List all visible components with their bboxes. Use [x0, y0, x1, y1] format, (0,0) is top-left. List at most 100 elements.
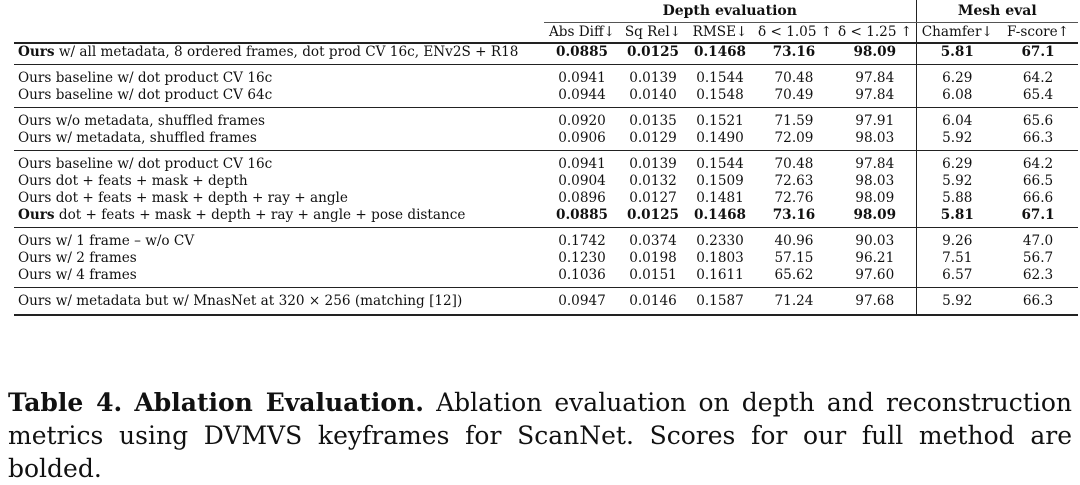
metric-cell: 72.76: [774, 190, 814, 206]
metric-cell: 0.0127: [629, 190, 677, 206]
metric-cell: 5.81: [915, 207, 999, 228]
method-prefix: Ours: [18, 44, 55, 60]
metric-cell: 96.21: [855, 250, 895, 266]
table-row: Ours w/o metadata, shuffled frames 0.0920…: [14, 107, 1079, 130]
metric-cell: 98.03: [855, 173, 895, 189]
metric-cell: 72.09: [774, 130, 814, 146]
metric-cell: 0.2330: [686, 227, 754, 250]
mesh-eval-header: Mesh eval: [915, 0, 1079, 23]
method-cell: Ours w/ 2 frames: [14, 250, 544, 267]
metric-cell: 0.0151: [629, 267, 677, 283]
metric-cell: 71.59: [754, 107, 834, 130]
metric-cell: 66.3: [1022, 130, 1054, 146]
table-row: Ours baseline w/ dot product CV 64c 0.094…: [14, 87, 1078, 108]
caption-label: Table 4.: [8, 388, 123, 417]
metric-cell: 6.04: [915, 107, 999, 130]
metric-cell: 62.3: [1022, 267, 1054, 283]
metric-cell: 6.57: [915, 267, 999, 288]
method-label: Ours baseline w/ dot product CV 64c: [18, 87, 273, 103]
metric-cell: 0.0146: [620, 287, 686, 316]
table-row: Ours dot + feats + mask + depth + ray + …: [14, 207, 1078, 228]
metric-cell: 9.26: [915, 227, 999, 250]
method-label: Ours w/ 1 frame – w/o CV: [18, 233, 195, 249]
metric-cell: 6.08: [915, 87, 999, 108]
method-cell: Ours w/ metadata but w/ MnasNet at 320 ×…: [14, 287, 544, 316]
metric-cell: 66.3: [998, 287, 1079, 316]
ablation-table-container: Depth evaluation Mesh eval Abs Diff↓ Sq …: [14, 0, 1079, 316]
method-label: dot + feats + mask + depth + ray + angle…: [54, 207, 466, 223]
metric-cell: 71.24: [754, 287, 834, 316]
empty-corner: [14, 0, 544, 23]
table-body: Ours w/ all metadata, 8 ordered frames, …: [14, 43, 1079, 316]
column-header: F-score↑: [998, 22, 1079, 44]
metric-cell: 67.1: [1021, 207, 1055, 223]
column-header: Sq Rel↓: [620, 22, 686, 44]
metric-cell: 90.03: [834, 227, 917, 250]
metric-cell: 6.29: [915, 150, 999, 173]
metric-cell: 0.1544: [686, 64, 754, 87]
metric-cell: 0.0885: [555, 44, 609, 60]
metric-cell: 65.62: [774, 267, 814, 283]
method-cell: Ours w/ 1 frame – w/o CV: [14, 227, 544, 250]
method-cell: Ours dot + feats + mask + depth: [14, 173, 544, 190]
metric-cell: 5.92: [915, 173, 999, 190]
metric-cell: 97.84: [855, 87, 895, 103]
method-cell: Ours dot + feats + mask + depth + ray + …: [14, 190, 544, 207]
metric-cell: 0.1548: [696, 87, 744, 103]
method-label: Ours baseline w/ dot product CV 16c: [18, 156, 273, 172]
method-cell: Ours baseline w/ dot product CV 16c: [14, 150, 544, 173]
metric-cell: 6.29: [915, 64, 999, 87]
metric-cell: 66.5: [1022, 173, 1054, 189]
method-label: Ours dot + feats + mask + depth: [18, 173, 248, 189]
metric-cell: 98.03: [855, 130, 895, 146]
method-cell: Ours w/ 4 frames: [14, 267, 544, 288]
metric-cell: 5.88: [915, 190, 999, 207]
metric-cell: 0.0198: [629, 250, 677, 266]
metric-cell: 0.1742: [544, 227, 620, 250]
metric-cell: 0.0374: [620, 227, 686, 250]
metric-cell: 0.1468: [693, 44, 747, 60]
method-cell: Ours baseline w/ dot product CV 64c: [14, 87, 544, 108]
metric-cell: 0.1468: [693, 207, 747, 223]
column-header: RMSE↓: [686, 22, 754, 44]
method-cell: Ours baseline w/ dot product CV 16c: [14, 64, 544, 87]
metric-cell: 73.16: [772, 207, 816, 223]
metric-cell: 0.1587: [686, 287, 754, 316]
metric-cell: 0.0896: [558, 190, 606, 206]
metric-cell: 0.1036: [558, 267, 606, 283]
metric-cell: 0.0904: [558, 173, 606, 189]
metric-cell: 0.1611: [696, 267, 744, 283]
table-row: Ours dot + feats + mask + depth 0.0904 0.0…: [14, 173, 1078, 190]
metric-cell: 97.84: [834, 64, 917, 87]
metric-cell: 47.0: [998, 227, 1079, 250]
metric-cell: 0.0125: [626, 207, 680, 223]
metric-cell: 57.15: [774, 250, 814, 266]
metric-cell: 40.96: [754, 227, 834, 250]
table-row: Ours w/ 4 frames 0.1036 0.0151 0.1611 65.62 9…: [14, 267, 1078, 288]
metric-cell: 0.1544: [686, 150, 754, 173]
table-row: Ours w/ metadata but w/ MnasNet at 320 ×…: [14, 287, 1079, 316]
method-label: Ours w/ metadata but w/ MnasNet at 320 ×…: [18, 293, 463, 309]
metric-cell: 0.0944: [558, 87, 606, 103]
metric-cell: 72.63: [774, 173, 814, 189]
metric-cell: 0.0947: [544, 287, 620, 316]
metric-cell: 70.48: [754, 150, 834, 173]
metric-cell: 97.84: [834, 150, 917, 173]
metric-cell: 98.09: [853, 207, 897, 223]
metric-cell: 65.4: [1022, 87, 1054, 103]
method-label: Ours w/ metadata, shuffled frames: [18, 130, 257, 146]
metric-cell: 65.6: [998, 107, 1079, 130]
metric-cell: 0.0906: [558, 130, 606, 146]
table-row: Ours baseline w/ dot product CV 16c 0.094…: [14, 64, 1079, 87]
metric-cell: 5.92: [915, 130, 999, 151]
method-label: w/ all metadata, 8 ordered frames, dot p…: [54, 44, 519, 60]
metric-cell: 70.49: [774, 87, 814, 103]
method-prefix: Ours: [18, 207, 55, 223]
metric-cell: 0.0941: [544, 64, 620, 87]
metric-cell: 67.1: [1021, 44, 1055, 60]
metric-cell: 70.48: [754, 64, 834, 87]
metric-cell: 0.0135: [620, 107, 686, 130]
metric-cell: 56.7: [1022, 250, 1054, 266]
depth-evaluation-header: Depth evaluation: [544, 0, 917, 23]
column-header: Chamfer↓: [915, 22, 999, 44]
